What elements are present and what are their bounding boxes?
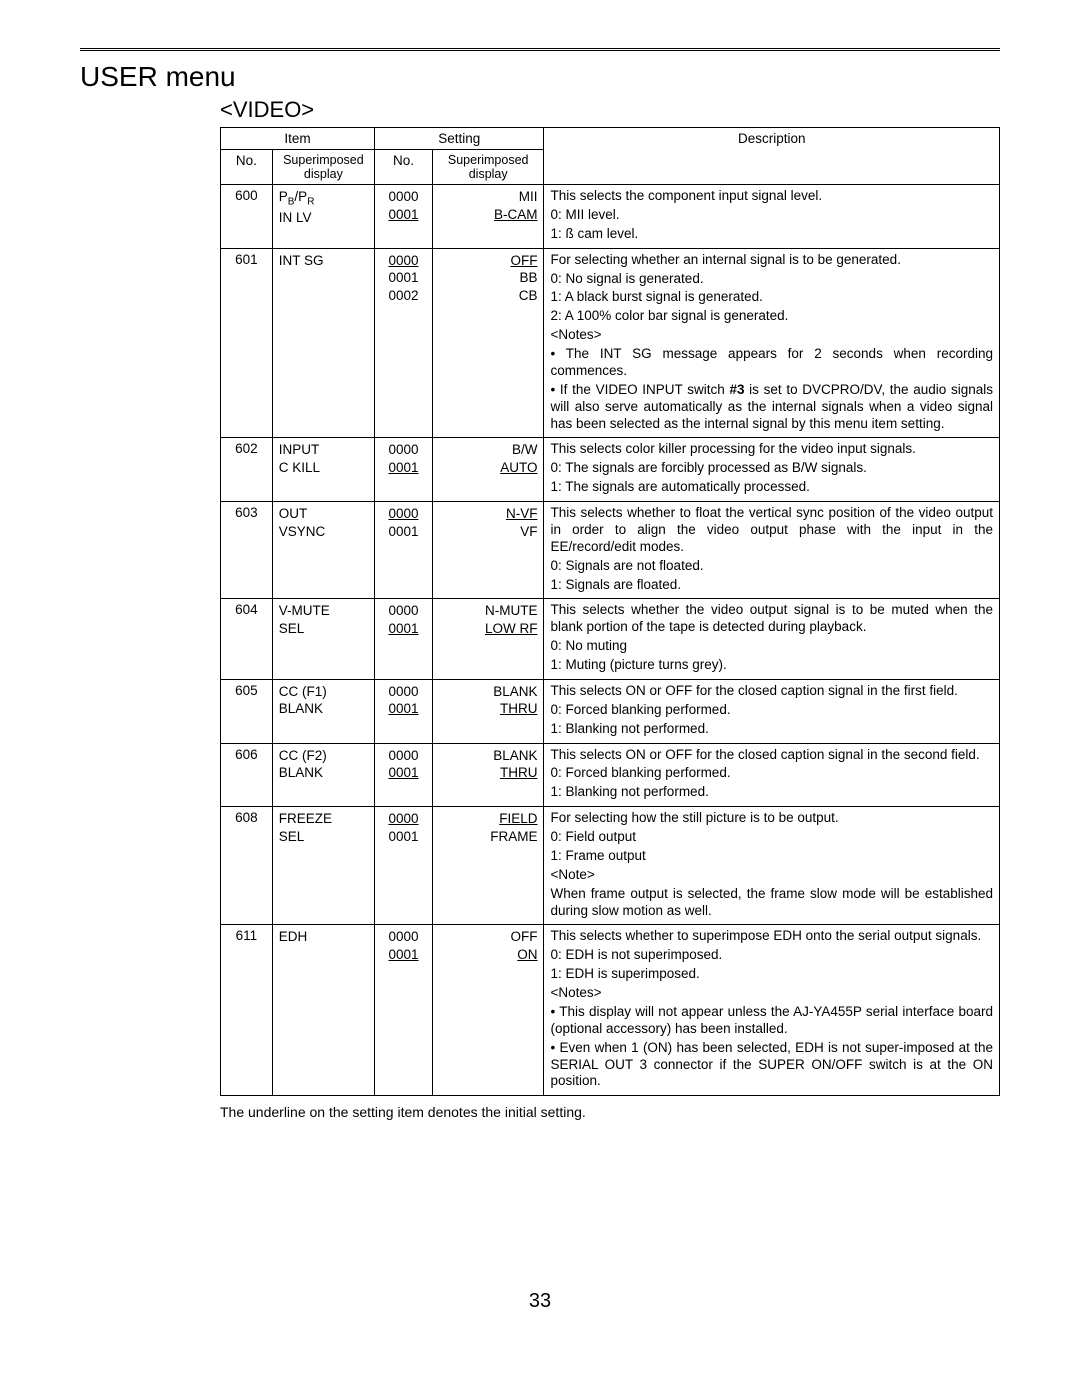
cell-item-disp: INPUTC KILL (272, 438, 374, 502)
cell-description: This selects ON or OFF for the closed ca… (544, 743, 1000, 807)
cell-setting-disp: N-VFVF (432, 502, 544, 599)
cell-item-no: 602 (221, 438, 273, 502)
page-number: 33 (80, 1290, 1000, 1313)
cell-item-disp: PB/PRIN LV (272, 185, 374, 249)
cell-description: This selects the component input signal … (544, 185, 1000, 249)
cell-item-no: 606 (221, 743, 273, 807)
cell-setting-disp: BLANKTHRU (432, 743, 544, 807)
header-item-no: No. (221, 150, 273, 185)
cell-setting-no: 000000010002 (375, 248, 433, 438)
table-row: 601INT SG000000010002OFFBBCBFor selectin… (221, 248, 1000, 438)
cell-setting-no: 00000001 (375, 185, 433, 249)
cell-item-no: 605 (221, 679, 273, 743)
top-rule (80, 48, 1000, 51)
cell-item-no: 604 (221, 599, 273, 680)
cell-item-disp: CC (F2)BLANK (272, 743, 374, 807)
cell-setting-no: 00000001 (375, 743, 433, 807)
cell-item-disp: OUTVSYNC (272, 502, 374, 599)
cell-description: For selecting how the still picture is t… (544, 807, 1000, 925)
table-row: 603OUTVSYNC00000001N-VFVFThis selects wh… (221, 502, 1000, 599)
cell-setting-disp: FIELDFRAME (432, 807, 544, 925)
cell-setting-disp: OFFBBCB (432, 248, 544, 438)
table-row: 611EDH00000001OFFONThis selects whether … (221, 925, 1000, 1096)
cell-item-no: 600 (221, 185, 273, 249)
cell-setting-disp: B/WAUTO (432, 438, 544, 502)
header-item: Item (221, 128, 375, 150)
table-body: 600PB/PRIN LV00000001MIIB-CAMThis select… (221, 185, 1000, 1096)
cell-item-disp: INT SG (272, 248, 374, 438)
cell-item-no: 603 (221, 502, 273, 599)
cell-item-disp: EDH (272, 925, 374, 1096)
table-row: 604V-MUTESEL00000001N-MUTELOW RFThis sel… (221, 599, 1000, 680)
cell-setting-disp: BLANKTHRU (432, 679, 544, 743)
cell-description: This selects whether the video output si… (544, 599, 1000, 680)
footnote: The underline on the setting item denote… (220, 1104, 1000, 1120)
table-row: 600PB/PRIN LV00000001MIIB-CAMThis select… (221, 185, 1000, 249)
menu-title: USER menu (80, 61, 1000, 93)
cell-description: This selects whether to float the vertic… (544, 502, 1000, 599)
cell-item-disp: V-MUTESEL (272, 599, 374, 680)
cell-setting-disp: OFFON (432, 925, 544, 1096)
cell-description: This selects ON or OFF for the closed ca… (544, 679, 1000, 743)
header-setting-no: No. (375, 150, 433, 185)
table-row: 608FREEZESEL00000001FIELDFRAMEFor select… (221, 807, 1000, 925)
cell-description: For selecting whether an internal signal… (544, 248, 1000, 438)
cell-item-disp: FREEZESEL (272, 807, 374, 925)
cell-setting-disp: MIIB-CAM (432, 185, 544, 249)
section-title: <VIDEO> (220, 97, 1000, 123)
cell-setting-disp: N-MUTELOW RF (432, 599, 544, 680)
cell-description: This selects color killer processing for… (544, 438, 1000, 502)
cell-setting-no: 00000001 (375, 925, 433, 1096)
table-head: Item Setting Description No. Superimpose… (221, 128, 1000, 185)
header-item-disp: Superimposed display (272, 150, 374, 185)
header-setting-disp: Superimposed display (432, 150, 544, 185)
cell-item-no: 611 (221, 925, 273, 1096)
cell-item-disp: CC (F1)BLANK (272, 679, 374, 743)
cell-setting-no: 00000001 (375, 502, 433, 599)
header-setting: Setting (375, 128, 544, 150)
header-description: Description (544, 128, 1000, 185)
cell-setting-no: 00000001 (375, 807, 433, 925)
page: USER menu <VIDEO> Item Setting Descripti… (0, 0, 1080, 1337)
menu-table: Item Setting Description No. Superimpose… (220, 127, 1000, 1096)
cell-description: This selects whether to superimpose EDH … (544, 925, 1000, 1096)
cell-setting-no: 00000001 (375, 679, 433, 743)
table-row: 605CC (F1)BLANK00000001BLANKTHRUThis sel… (221, 679, 1000, 743)
cell-item-no: 601 (221, 248, 273, 438)
cell-setting-no: 00000001 (375, 599, 433, 680)
cell-setting-no: 00000001 (375, 438, 433, 502)
cell-item-no: 608 (221, 807, 273, 925)
table-row: 606CC (F2)BLANK00000001BLANKTHRUThis sel… (221, 743, 1000, 807)
table-row: 602INPUTC KILL00000001B/WAUTOThis select… (221, 438, 1000, 502)
